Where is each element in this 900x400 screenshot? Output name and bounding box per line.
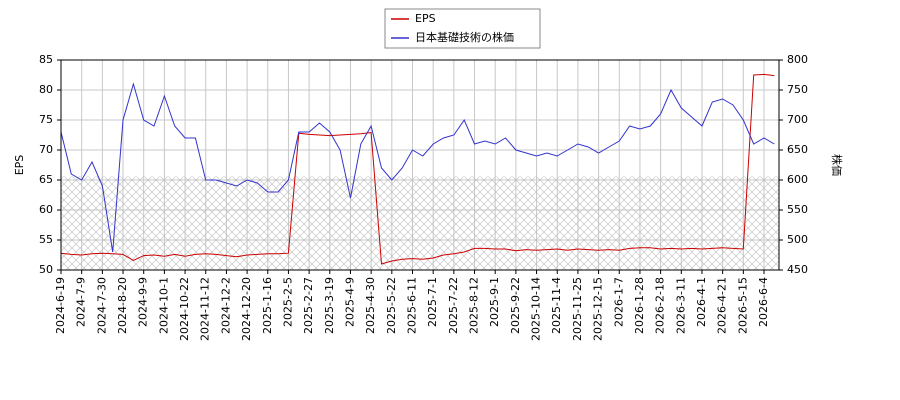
x-tick-label: 2024-12-2 (219, 277, 232, 334)
y-tick-label: 60 (39, 203, 53, 216)
x-tick-label: 2025-5-22 (385, 277, 398, 334)
y2-tick-label: 800 (787, 53, 808, 66)
hatched-band (61, 176, 779, 270)
x-tick-label: 2025-7-1 (426, 277, 439, 327)
y2-tick-label: 550 (787, 203, 808, 216)
x-tick-label: 2026-3-11 (674, 277, 687, 334)
y-tick-label: 80 (39, 83, 53, 96)
plot-frame (60, 59, 780, 271)
y2-axis-label: 株価 (830, 154, 844, 176)
series-line (60, 73, 775, 265)
x-tick-label: 2025-9-22 (509, 277, 522, 334)
x-tick-label: 2025-1-16 (261, 277, 274, 334)
x-tick-label: 2026-1-7 (612, 277, 625, 327)
x-tick-label: 2024-7-9 (75, 277, 88, 327)
x-tick-label: 2025-6-11 (406, 277, 419, 334)
x-tick-label: 2025-9-1 (488, 277, 501, 327)
x-tick-label: 2025-4-9 (343, 277, 356, 327)
x-tick-label: 2025-8-12 (468, 277, 481, 334)
x-tick-label: 2024-7-30 (95, 277, 108, 334)
y-tick-label: 70 (39, 143, 53, 156)
y-axis-label: EPS (13, 155, 26, 176)
x-tick-label: 2026-4-21 (716, 277, 729, 334)
x-tick-label: 2024-11-12 (199, 277, 212, 341)
x-tick-label: 2025-3-19 (323, 277, 336, 334)
x-tick-label: 2025-2-5 (281, 277, 294, 327)
legend-label: 日本基礎技術の株価 (415, 30, 514, 44)
y-tick-label: 55 (39, 233, 53, 246)
y2-tick-label: 700 (787, 113, 808, 126)
y2-tick-label: 600 (787, 173, 808, 186)
y2-tick-label: 650 (787, 143, 808, 156)
x-tick-label: 2025-11-25 (571, 277, 584, 341)
x-tick-label: 2024-12-20 (240, 277, 253, 341)
x-tick-label: 2026-5-15 (736, 277, 749, 334)
y-tick-label: 75 (39, 113, 53, 126)
x-tick-label: 2024-10-22 (178, 277, 191, 341)
y-tick-label: 85 (39, 53, 53, 66)
x-tick-label: 2025-7-22 (447, 277, 460, 334)
x-tick-label: 2026-2-18 (654, 277, 667, 334)
x-tick-label: 2024-9-9 (137, 277, 150, 327)
y2-tick-label: 750 (787, 83, 808, 96)
x-tick-label: 2025-10-14 (530, 277, 543, 341)
x-tick-label: 2025-12-15 (592, 277, 605, 341)
x-tick-label: 2024-6-19 (54, 277, 67, 334)
x-tick-label: 2024-10-1 (157, 277, 170, 334)
y-tick-label: 65 (39, 173, 53, 186)
y2-tick-label: 500 (787, 233, 808, 246)
legend-label: EPS (415, 12, 436, 25)
x-tick-label: 2026-4-1 (695, 277, 708, 327)
y-tick-label: 50 (39, 263, 53, 276)
x-tick-label: 2025-11-4 (550, 277, 563, 334)
y2-tick-label: 450 (787, 263, 808, 276)
series-line (60, 82, 775, 253)
x-tick-label: 2024-8-20 (116, 277, 129, 334)
x-tick-label: 2025-2-27 (302, 277, 315, 334)
x-tick-label: 2026-6-4 (757, 277, 770, 327)
x-tick-label: 2025-4-30 (364, 277, 377, 334)
x-tick-label: 2026-1-28 (633, 277, 646, 334)
legend (384, 8, 541, 49)
